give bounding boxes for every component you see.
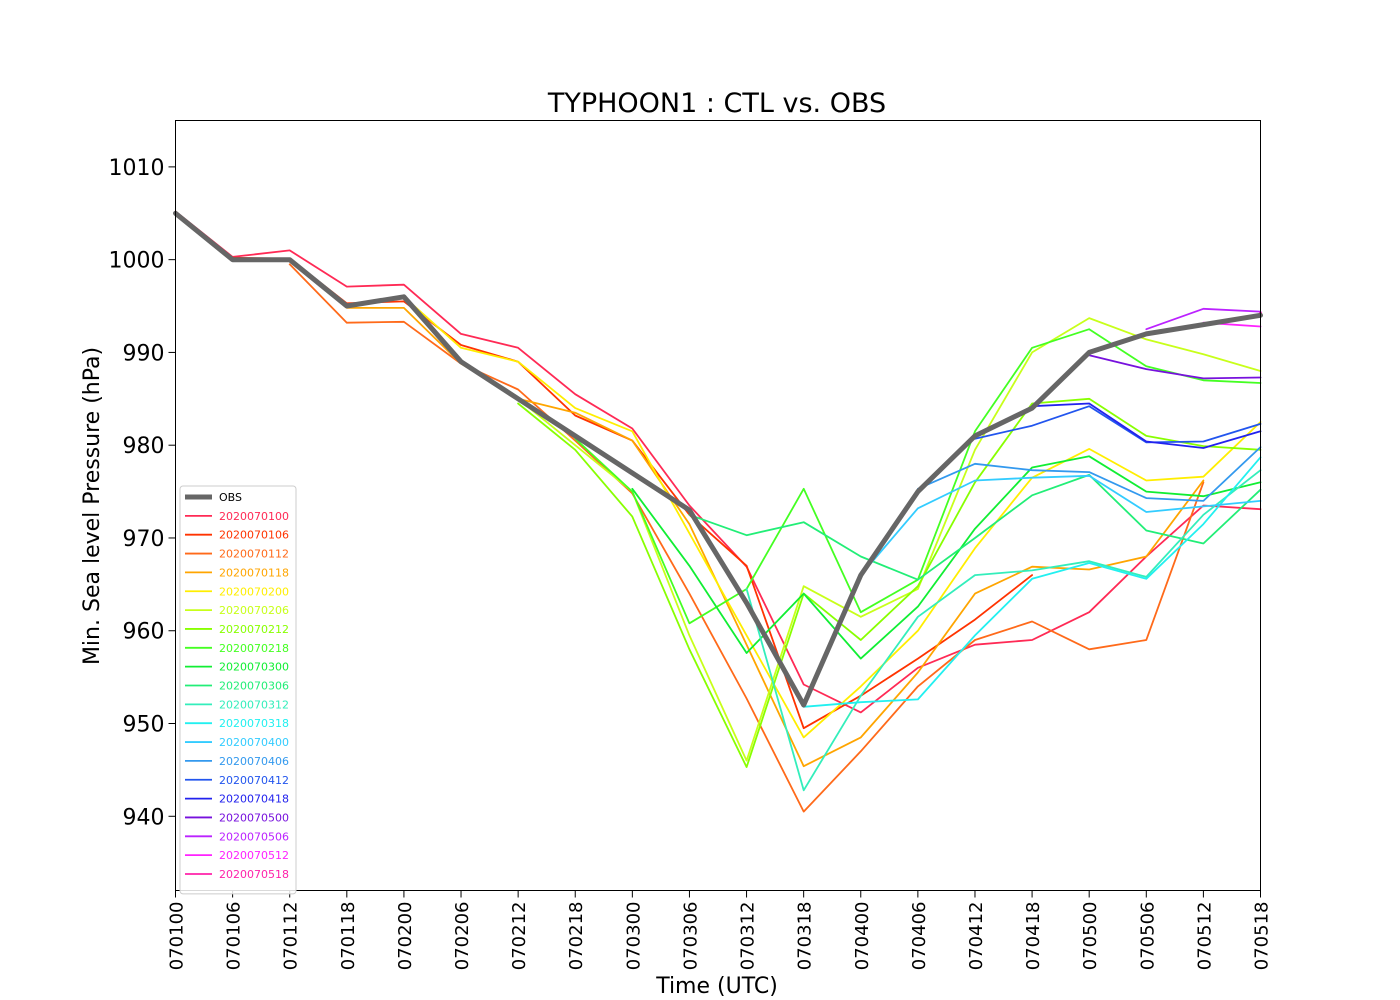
x-tick-label: 070518 — [1252, 902, 1273, 971]
legend-label: 2020070406 — [219, 755, 289, 768]
y-axis: 940 950 960 970 980 990 1000 1010 — [109, 156, 176, 830]
y-tick-label: 1010 — [109, 156, 165, 181]
legend-label: 2020070112 — [219, 548, 289, 561]
series-line-2020070112 — [290, 264, 1204, 811]
x-axis-label: Time (UTC) — [655, 974, 778, 999]
legend-label: 2020070506 — [219, 830, 289, 843]
legend-label: 2020070300 — [219, 661, 289, 674]
x-tick-label: 070306 — [680, 902, 701, 971]
x-tick-label: 070418 — [1023, 902, 1044, 971]
x-tick-label: 070406 — [909, 902, 930, 971]
series-line-2020070306 — [689, 475, 1260, 580]
legend-label: 2020070100 — [219, 510, 289, 523]
y-axis-label: Min. Sea level Pressure (hPa) — [80, 347, 105, 665]
plot-frame — [176, 121, 1261, 891]
x-tick-label: 070118 — [338, 902, 359, 971]
legend-label: 2020070206 — [219, 604, 289, 617]
legend-label: OBS — [219, 491, 242, 504]
series-line-2020070206 — [461, 318, 1261, 760]
x-tick-label: 070100 — [167, 902, 188, 971]
y-tick-label: 970 — [123, 527, 165, 552]
series-line-OBS — [176, 213, 1261, 705]
legend-label: 2020070412 — [219, 774, 289, 787]
x-tick-label: 070412 — [966, 902, 987, 971]
x-tick-label: 070512 — [1194, 902, 1215, 971]
legend-label: 2020070518 — [219, 868, 289, 881]
legend-label: 2020070200 — [219, 585, 289, 598]
x-tick-label: 070500 — [1080, 902, 1101, 971]
series-line-2020070500 — [1089, 355, 1260, 378]
legend-label: 2020070500 — [219, 811, 289, 824]
x-tick-label: 070300 — [623, 902, 644, 971]
legend-label: 2020070400 — [219, 736, 289, 749]
x-tick-label: 070318 — [795, 902, 816, 971]
legend-label: 2020070318 — [219, 717, 289, 730]
x-tick-label: 070206 — [452, 902, 473, 971]
y-tick-label: 990 — [123, 341, 165, 366]
y-tick-label: 950 — [123, 713, 165, 738]
legend: OBS 2020070100 2020070106 2020070112 2020070… — [180, 486, 296, 894]
legend-label: 2020070306 — [219, 680, 289, 693]
series-lines — [176, 211, 1263, 811]
legend-label: 2020070218 — [219, 642, 289, 655]
x-tick-label: 070506 — [1137, 902, 1158, 971]
x-tick-label: 070218 — [566, 902, 587, 971]
y-tick-label: 980 — [123, 434, 165, 459]
x-tick-label: 070312 — [738, 902, 759, 971]
series-line-2020070300 — [632, 456, 1260, 658]
y-tick-label: 940 — [123, 805, 165, 830]
legend-label: 2020070512 — [219, 849, 289, 862]
series-line-2020070118 — [347, 308, 1204, 766]
legend-label: 2020070106 — [219, 529, 289, 542]
x-tick-label: 070106 — [224, 902, 245, 971]
x-tick-label: 070200 — [395, 902, 416, 971]
y-tick-label: 1000 — [109, 249, 165, 274]
y-tick-label: 960 — [123, 620, 165, 645]
x-tick-label: 070112 — [281, 902, 302, 971]
x-tick-label: 070400 — [852, 902, 873, 971]
chart-title: TYPHOON1 : CTL vs. OBS — [547, 88, 886, 119]
series-line-2020070212 — [518, 399, 1260, 767]
legend-label: 2020070118 — [219, 566, 289, 579]
legend-label: 2020070212 — [219, 623, 289, 636]
x-tick-label: 070212 — [509, 902, 530, 971]
legend-label: 2020070418 — [219, 793, 289, 806]
series-line-2020070418 — [1032, 404, 1260, 449]
x-axis: 070100 070106 070112 070118 070200 070206 0702… — [167, 891, 1273, 971]
legend-label: 2020070312 — [219, 698, 289, 711]
